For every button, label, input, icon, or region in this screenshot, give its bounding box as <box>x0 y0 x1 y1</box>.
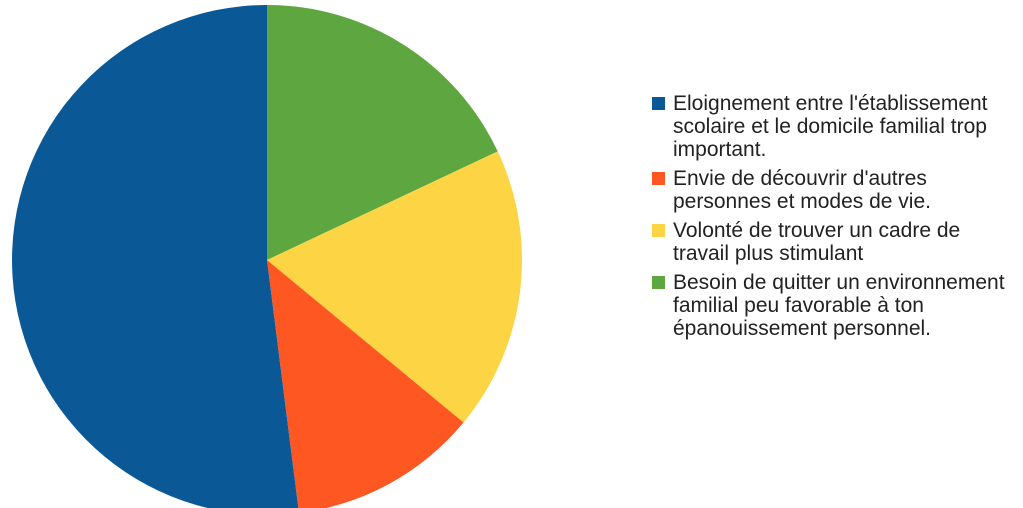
legend-label: Volonté de trouver un cadre de travail p… <box>673 219 1014 265</box>
legend-swatch <box>652 97 665 110</box>
legend-label: Envie de découvrir d'autres personnes et… <box>673 167 1014 213</box>
legend-label: Eloignement entre l'établissement scolai… <box>673 92 1014 161</box>
legend-label: Besoin de quitter un environnement famil… <box>673 271 1014 340</box>
legend-item: Besoin de quitter un environnement famil… <box>652 271 1014 340</box>
chart-legend: Eloignement entre l'établissement scolai… <box>652 92 1014 346</box>
pie-slice <box>12 5 299 508</box>
legend-item: Eloignement entre l'établissement scolai… <box>652 92 1014 161</box>
legend-item: Envie de découvrir d'autres personnes et… <box>652 167 1014 213</box>
legend-item: Volonté de trouver un cadre de travail p… <box>652 219 1014 265</box>
legend-swatch <box>652 276 665 289</box>
legend-swatch <box>652 224 665 237</box>
legend-swatch <box>652 172 665 185</box>
